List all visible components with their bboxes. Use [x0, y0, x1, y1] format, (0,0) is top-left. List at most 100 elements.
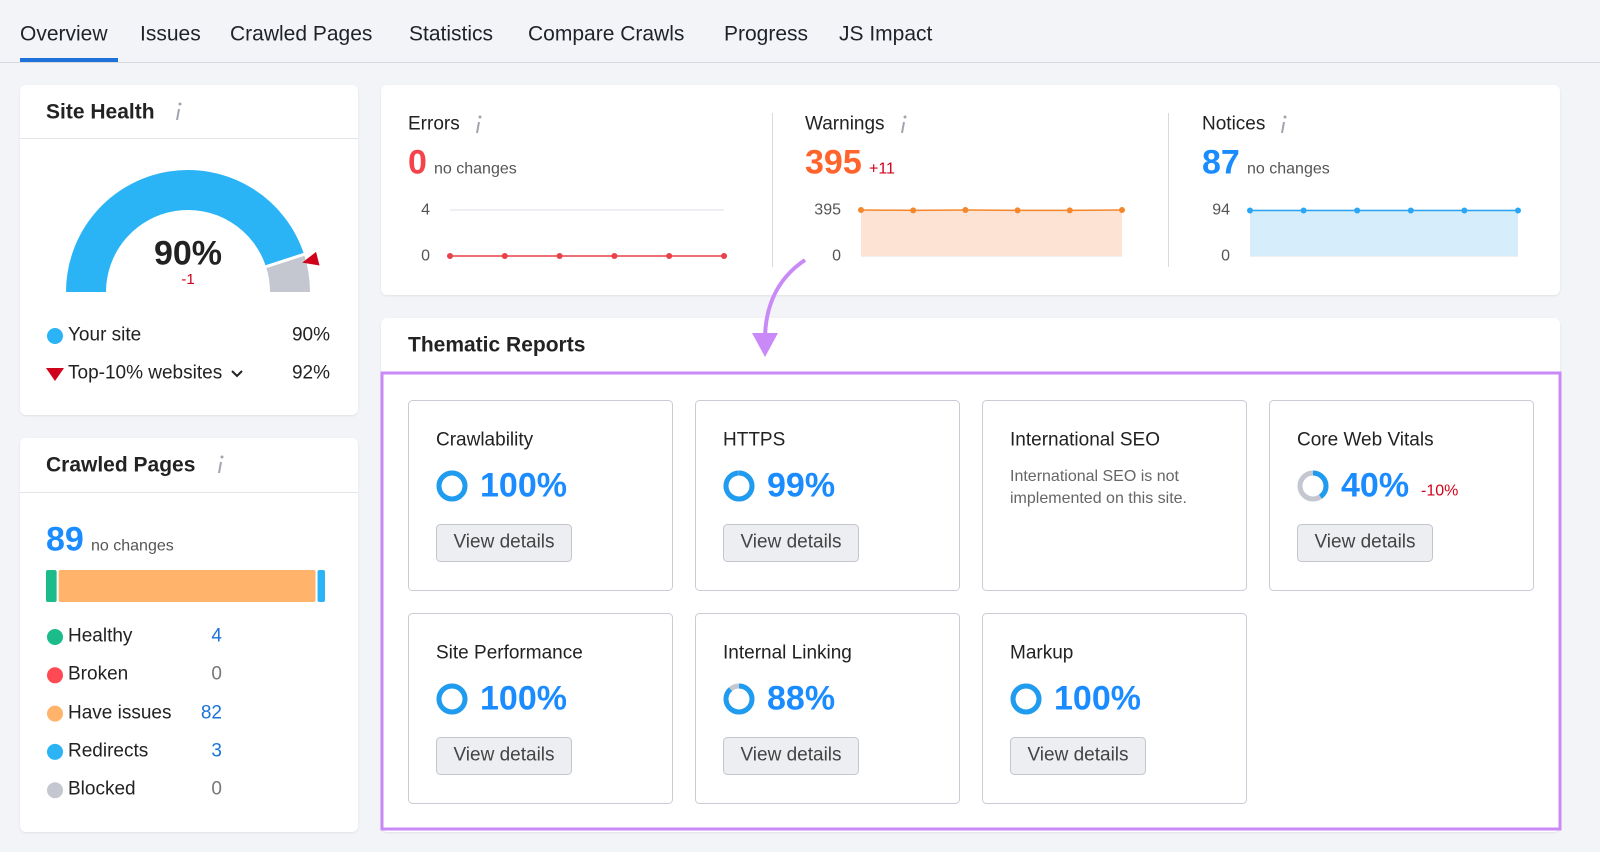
bar-segment — [317, 570, 325, 602]
point — [1300, 207, 1307, 214]
issue-count: 0 — [408, 143, 427, 182]
ring-value — [723, 683, 755, 715]
info-icon — [218, 461, 222, 474]
report-name: Crawlability — [436, 429, 534, 451]
legend-label: Redirects — [68, 740, 149, 762]
legend-label: Broken — [68, 663, 129, 685]
issue-title: Errors — [408, 113, 460, 135]
report-card — [982, 400, 1247, 591]
total: 89 — [46, 520, 84, 559]
view-details-button-label[interactable]: View details — [740, 744, 842, 766]
legend-value[interactable]: 3 — [211, 740, 222, 762]
legend-label: Your site — [68, 324, 142, 346]
ring-value — [1297, 470, 1329, 502]
y-tick-label: 0 — [1221, 247, 1230, 265]
point — [721, 253, 727, 259]
point — [1354, 207, 1361, 214]
point — [1515, 207, 1521, 214]
y-tick-label: 395 — [814, 201, 841, 219]
ring-value — [1010, 683, 1042, 715]
report-name: HTTPS — [723, 429, 786, 451]
legend-value[interactable]: 4 — [211, 625, 222, 647]
view-details-button — [436, 524, 572, 562]
dropdown-chevron — [231, 370, 243, 378]
info-icon — [178, 102, 182, 106]
card-title: Crawled Pages — [46, 453, 196, 477]
issue-title: Notices — [1202, 113, 1266, 135]
tab[interactable]: Progress — [724, 22, 809, 46]
point — [910, 207, 917, 214]
y-tick-label: 0 — [832, 247, 841, 265]
report-name: Site Performance — [436, 642, 583, 664]
report-value: 40% — [1341, 466, 1410, 505]
report-value: 100% — [480, 466, 567, 505]
point — [447, 253, 453, 259]
legend-label: Blocked — [68, 778, 136, 800]
info-icon — [176, 108, 180, 121]
legend-label: Top-10% websites — [68, 362, 223, 384]
report-name: Core Web Vitals — [1297, 429, 1434, 451]
view-details-button-label[interactable]: View details — [1027, 744, 1129, 766]
issue-change: +11 — [869, 160, 895, 178]
issues-card — [381, 85, 1560, 295]
tab[interactable]: Compare Crawls — [528, 22, 685, 46]
info-icon — [1281, 121, 1285, 134]
point — [858, 207, 864, 213]
info-icon — [220, 455, 224, 459]
crawled-pages-card — [20, 438, 358, 832]
bar-segment — [46, 570, 57, 602]
section-title: Thematic Reports — [408, 333, 586, 357]
info-icon — [901, 121, 905, 134]
gauge-track — [265, 254, 310, 293]
ring-value — [436, 683, 468, 715]
view-details-button-label[interactable]: View details — [453, 531, 555, 553]
tab[interactable]: Overview — [20, 22, 108, 46]
legend-marker — [46, 368, 64, 381]
bar-segment — [58, 570, 316, 602]
tab[interactable]: Issues — [140, 22, 201, 46]
tab-underline — [20, 58, 118, 62]
point — [611, 253, 618, 259]
gauge-separator — [265, 252, 305, 269]
legend-value[interactable]: 82 — [200, 702, 222, 724]
report-value: 100% — [480, 679, 567, 718]
view-details-button-label[interactable]: View details — [1314, 531, 1416, 553]
gauge-value — [66, 170, 305, 293]
point — [501, 253, 508, 259]
view-details-button-label[interactable]: View details — [740, 531, 842, 553]
legend-dot — [47, 743, 63, 760]
total-change: no changes — [91, 537, 174, 555]
score: 90% — [153, 234, 223, 273]
point — [1014, 207, 1021, 214]
info-icon — [903, 115, 907, 119]
benchmark-marker — [302, 251, 320, 266]
legend-dot — [47, 782, 63, 799]
tab[interactable]: Statistics — [409, 22, 494, 46]
annotation-arrow — [763, 258, 807, 341]
legend-value: 90% — [291, 324, 330, 346]
info-icon — [478, 115, 482, 119]
view-details-button — [1010, 737, 1146, 775]
area — [861, 210, 1122, 256]
legend-value: 0 — [211, 663, 222, 685]
view-details-button-label[interactable]: View details — [453, 744, 555, 766]
tab[interactable]: JS Impact — [839, 22, 933, 46]
point — [556, 253, 563, 259]
area — [1250, 210, 1518, 256]
tab[interactable]: Crawled Pages — [230, 22, 373, 46]
point — [666, 253, 673, 259]
issue-title: Warnings — [805, 113, 885, 135]
issue-count: 395 — [805, 143, 862, 182]
point — [1461, 207, 1468, 214]
point — [1066, 207, 1073, 214]
score-change: -1 — [181, 271, 195, 288]
ring-value — [723, 470, 755, 502]
ring-value — [436, 470, 468, 502]
report-value: 88% — [767, 679, 836, 718]
y-tick-label: 94 — [1212, 201, 1230, 219]
report-name: International SEO — [1010, 429, 1160, 451]
report-name: Markup — [1010, 642, 1074, 664]
legend-value: 92% — [291, 362, 330, 384]
